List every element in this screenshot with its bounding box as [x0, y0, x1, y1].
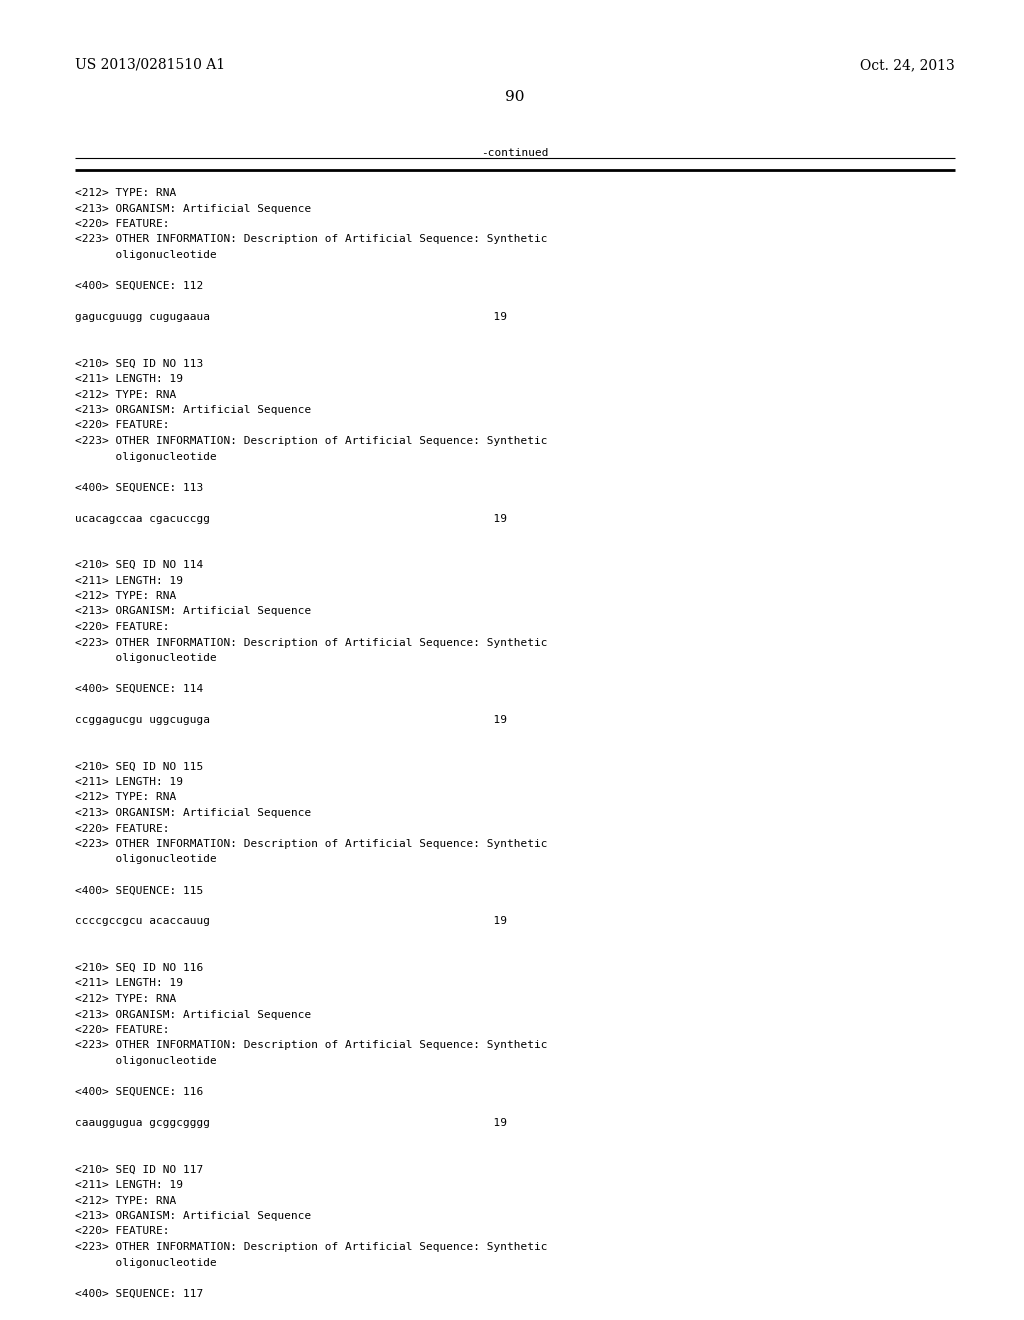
- Text: gagucguugg cugugaaua                                          19: gagucguugg cugugaaua 19: [75, 312, 507, 322]
- Text: <211> LENGTH: 19: <211> LENGTH: 19: [75, 978, 183, 989]
- Text: <211> LENGTH: 19: <211> LENGTH: 19: [75, 576, 183, 586]
- Text: -continued: -continued: [481, 148, 549, 158]
- Text: <223> OTHER INFORMATION: Description of Artificial Sequence: Synthetic: <223> OTHER INFORMATION: Description of …: [75, 1242, 548, 1251]
- Text: <400> SEQUENCE: 114: <400> SEQUENCE: 114: [75, 684, 203, 694]
- Text: <220> FEATURE:: <220> FEATURE:: [75, 1226, 170, 1237]
- Text: US 2013/0281510 A1: US 2013/0281510 A1: [75, 58, 225, 73]
- Text: <220> FEATURE:: <220> FEATURE:: [75, 622, 170, 632]
- Text: <213> ORGANISM: Artificial Sequence: <213> ORGANISM: Artificial Sequence: [75, 606, 311, 616]
- Text: <212> TYPE: RNA: <212> TYPE: RNA: [75, 994, 176, 1005]
- Text: <210> SEQ ID NO 113: <210> SEQ ID NO 113: [75, 359, 203, 368]
- Text: <212> TYPE: RNA: <212> TYPE: RNA: [75, 187, 176, 198]
- Text: <400> SEQUENCE: 112: <400> SEQUENCE: 112: [75, 281, 203, 290]
- Text: <213> ORGANISM: Artificial Sequence: <213> ORGANISM: Artificial Sequence: [75, 1010, 311, 1019]
- Text: <220> FEATURE:: <220> FEATURE:: [75, 824, 170, 833]
- Text: oligonucleotide: oligonucleotide: [75, 451, 217, 462]
- Text: ccggagucgu uggcuguga                                          19: ccggagucgu uggcuguga 19: [75, 715, 507, 725]
- Text: <223> OTHER INFORMATION: Description of Artificial Sequence: Synthetic: <223> OTHER INFORMATION: Description of …: [75, 436, 548, 446]
- Text: <212> TYPE: RNA: <212> TYPE: RNA: [75, 792, 176, 803]
- Text: <223> OTHER INFORMATION: Description of Artificial Sequence: Synthetic: <223> OTHER INFORMATION: Description of …: [75, 840, 548, 849]
- Text: <400> SEQUENCE: 115: <400> SEQUENCE: 115: [75, 886, 203, 895]
- Text: <213> ORGANISM: Artificial Sequence: <213> ORGANISM: Artificial Sequence: [75, 405, 311, 414]
- Text: <211> LENGTH: 19: <211> LENGTH: 19: [75, 374, 183, 384]
- Text: <220> FEATURE:: <220> FEATURE:: [75, 1026, 170, 1035]
- Text: <223> OTHER INFORMATION: Description of Artificial Sequence: Synthetic: <223> OTHER INFORMATION: Description of …: [75, 1040, 548, 1051]
- Text: Oct. 24, 2013: Oct. 24, 2013: [860, 58, 955, 73]
- Text: <211> LENGTH: 19: <211> LENGTH: 19: [75, 777, 183, 787]
- Text: <213> ORGANISM: Artificial Sequence: <213> ORGANISM: Artificial Sequence: [75, 203, 311, 214]
- Text: oligonucleotide: oligonucleotide: [75, 1056, 217, 1067]
- Text: <400> SEQUENCE: 117: <400> SEQUENCE: 117: [75, 1288, 203, 1299]
- Text: <220> FEATURE:: <220> FEATURE:: [75, 421, 170, 430]
- Text: oligonucleotide: oligonucleotide: [75, 854, 217, 865]
- Text: <212> TYPE: RNA: <212> TYPE: RNA: [75, 389, 176, 400]
- Text: <212> TYPE: RNA: <212> TYPE: RNA: [75, 1196, 176, 1205]
- Text: <213> ORGANISM: Artificial Sequence: <213> ORGANISM: Artificial Sequence: [75, 1210, 311, 1221]
- Text: <223> OTHER INFORMATION: Description of Artificial Sequence: Synthetic: <223> OTHER INFORMATION: Description of …: [75, 638, 548, 648]
- Text: ucacagccaa cgacuccgg                                          19: ucacagccaa cgacuccgg 19: [75, 513, 507, 524]
- Text: oligonucleotide: oligonucleotide: [75, 653, 217, 663]
- Text: <400> SEQUENCE: 113: <400> SEQUENCE: 113: [75, 483, 203, 492]
- Text: 90: 90: [505, 90, 524, 104]
- Text: <212> TYPE: RNA: <212> TYPE: RNA: [75, 591, 176, 601]
- Text: oligonucleotide: oligonucleotide: [75, 249, 217, 260]
- Text: <210> SEQ ID NO 117: <210> SEQ ID NO 117: [75, 1164, 203, 1175]
- Text: <210> SEQ ID NO 115: <210> SEQ ID NO 115: [75, 762, 203, 771]
- Text: ccccgccgcu acaccauug                                          19: ccccgccgcu acaccauug 19: [75, 916, 507, 927]
- Text: <220> FEATURE:: <220> FEATURE:: [75, 219, 170, 228]
- Text: <400> SEQUENCE: 116: <400> SEQUENCE: 116: [75, 1086, 203, 1097]
- Text: <210> SEQ ID NO 114: <210> SEQ ID NO 114: [75, 560, 203, 570]
- Text: <213> ORGANISM: Artificial Sequence: <213> ORGANISM: Artificial Sequence: [75, 808, 311, 818]
- Text: oligonucleotide: oligonucleotide: [75, 1258, 217, 1267]
- Text: <211> LENGTH: 19: <211> LENGTH: 19: [75, 1180, 183, 1191]
- Text: caauggugua gcggcgggg                                          19: caauggugua gcggcgggg 19: [75, 1118, 507, 1129]
- Text: <210> SEQ ID NO 116: <210> SEQ ID NO 116: [75, 964, 203, 973]
- Text: <223> OTHER INFORMATION: Description of Artificial Sequence: Synthetic: <223> OTHER INFORMATION: Description of …: [75, 235, 548, 244]
